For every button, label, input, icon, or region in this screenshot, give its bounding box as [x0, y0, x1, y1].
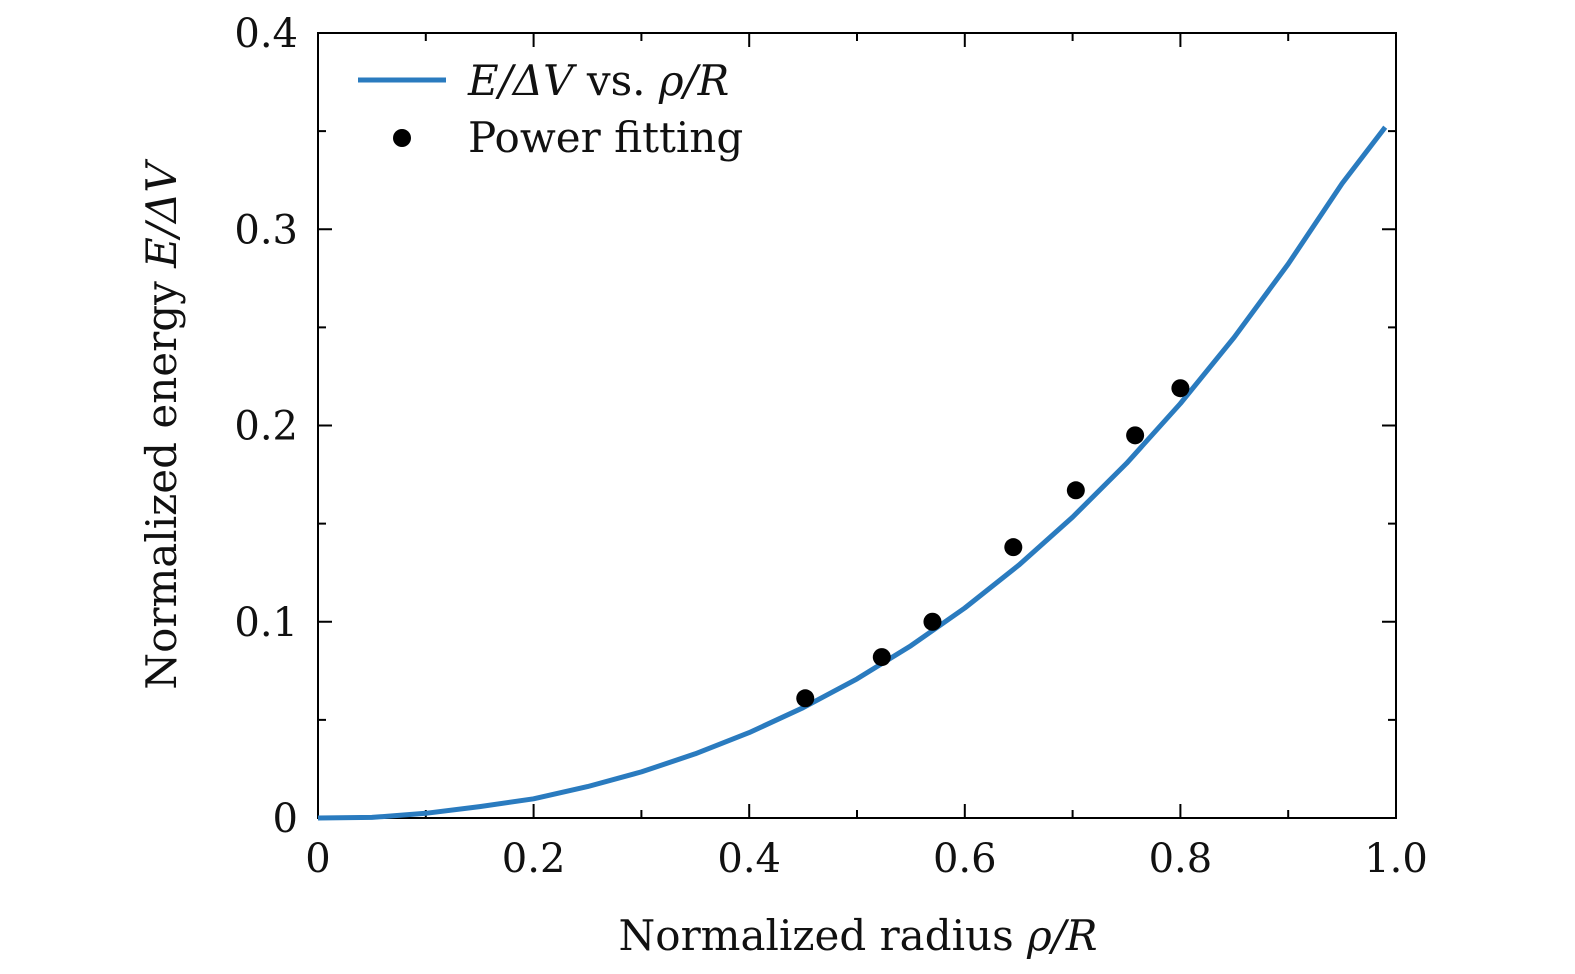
x-tick-label: 0.4	[717, 836, 781, 882]
data-point	[1066, 481, 1085, 500]
y-tick-label: 0.1	[234, 600, 298, 646]
data-point	[796, 689, 815, 708]
data-point	[923, 612, 942, 631]
data-point	[1171, 379, 1190, 398]
y-tick-label: 0	[273, 796, 298, 842]
legend: E/ΔV vs. ρ/R Power fitting	[358, 56, 743, 162]
x-tick-label: 0	[305, 836, 330, 882]
series-layer	[317, 125, 1388, 821]
x-tick-label: 0.8	[1149, 836, 1213, 882]
legend-marker-swatch	[393, 129, 411, 147]
y-tick-label: 0.2	[234, 404, 298, 450]
data-point	[1126, 426, 1145, 445]
x-tick-label: 1.0	[1364, 836, 1428, 882]
x-tick-label: 0.6	[933, 836, 997, 882]
y-tick-label: 0.3	[234, 207, 298, 253]
x-axis-title: Normalized radius ρ/R	[619, 911, 1098, 960]
legend-label-scatter: Power fitting	[468, 113, 743, 162]
y-axis-title: Normalized energy E/ΔV	[137, 159, 186, 690]
y-tick-label: 0.4	[234, 11, 298, 57]
data-point	[1004, 538, 1023, 557]
series-line	[317, 125, 1388, 821]
legend-label-line: E/ΔV vs. ρ/R	[467, 56, 729, 105]
x-axis: 0 0.2 0.4 0.6 0.8 1.0	[305, 33, 1428, 882]
data-point	[872, 648, 891, 667]
y-axis: 0 0.1 0.2 0.3 0.4	[234, 11, 1396, 842]
x-tick-label: 0.2	[502, 836, 566, 882]
